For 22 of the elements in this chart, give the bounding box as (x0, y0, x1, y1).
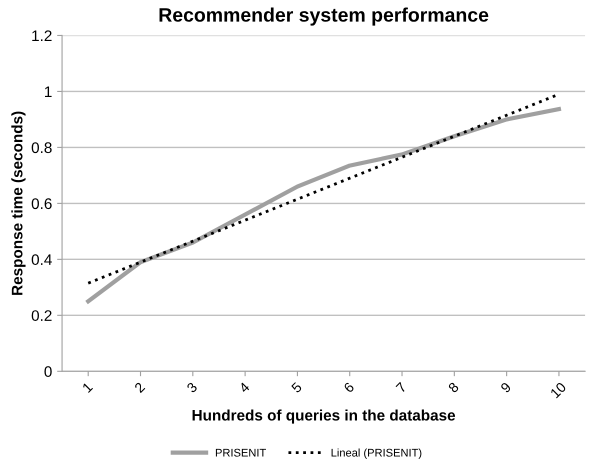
x-tick-label: 8 (448, 382, 460, 394)
x-tick-label: 5 (290, 382, 302, 394)
x-tick-label: 1 (82, 382, 93, 393)
x-tick-label: 9 (500, 382, 512, 394)
x-tick-label: 7 (396, 382, 407, 394)
y-tick-label: 0 (44, 366, 52, 377)
y-tick-label: 0.8 (32, 142, 52, 154)
chart-title: Recommender system performance (160, 7, 488, 26)
legend-label: Lineal (PRISENIT) (332, 448, 422, 459)
y-tick-label: 1 (45, 86, 52, 97)
x-axis-title: Hundreds of queries in the database (192, 409, 456, 424)
x-tick-label: 3 (186, 382, 198, 394)
y-tick-label: 0.4 (32, 254, 52, 266)
x-tick-label: 10 (550, 382, 567, 398)
y-axis-title: Response time (seconds) (11, 112, 26, 295)
x-tick-label: 4 (238, 382, 250, 394)
y-tick-label: 0.6 (32, 198, 52, 210)
y-tick-label: 1.2 (32, 30, 52, 42)
x-tick-label: 6 (343, 382, 355, 394)
x-tick-label: 2 (134, 382, 146, 394)
y-tick-label: 0.2 (32, 310, 52, 322)
legend-label: PRISENIT (216, 448, 266, 457)
